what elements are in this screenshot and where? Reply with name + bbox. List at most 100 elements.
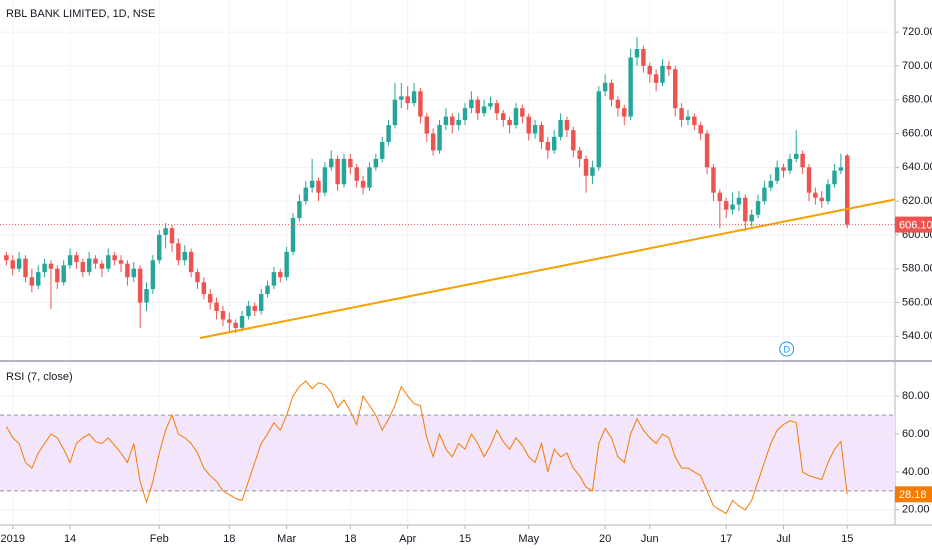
candle-body <box>723 201 729 210</box>
candle-body <box>717 192 723 202</box>
candle-body <box>634 49 640 58</box>
candle-body <box>825 184 831 202</box>
candle-body <box>424 116 430 134</box>
candle-body <box>188 251 194 273</box>
candle-body <box>730 204 735 210</box>
candle-body <box>768 180 774 188</box>
last-price-tag <box>895 216 932 233</box>
candle-body <box>501 113 506 120</box>
x-tick-label: May <box>518 533 539 545</box>
candle-body <box>329 158 334 168</box>
x-tick-label: Feb <box>150 533 169 545</box>
candle-body <box>411 91 417 104</box>
candle-body <box>647 65 652 75</box>
candle-body <box>813 192 818 198</box>
x-tick-label: Jun <box>641 533 659 545</box>
candle-body <box>35 272 41 286</box>
candle-body <box>450 116 455 126</box>
y-tick-label: 620.00 <box>902 195 932 207</box>
event-marker <box>779 341 795 357</box>
candle-body <box>711 167 716 193</box>
candle-body <box>182 251 187 261</box>
candle-body <box>532 125 538 134</box>
candle-body <box>335 158 340 185</box>
candle-body <box>137 268 143 303</box>
candle-body <box>379 141 385 159</box>
x-tick-label: 15 <box>459 533 471 545</box>
candle-body <box>227 319 232 323</box>
candle-body <box>418 91 423 117</box>
x-tick-label: Apr <box>399 533 416 545</box>
candle-body <box>290 218 296 252</box>
candle-body <box>558 120 563 137</box>
candle-body <box>679 108 684 120</box>
x-tick-label: 2019 <box>0 533 24 545</box>
candle-body <box>239 316 245 328</box>
candle-body <box>545 141 551 151</box>
candle-body <box>641 49 646 66</box>
candle-body <box>278 272 283 278</box>
rsi-line <box>5 380 848 515</box>
candle-body <box>80 261 86 273</box>
candle-body <box>214 302 219 311</box>
candle-body <box>787 158 793 171</box>
candle-body <box>386 125 391 142</box>
candle-body <box>195 272 200 283</box>
candle-body <box>125 263 130 278</box>
candle-body <box>488 103 493 107</box>
candle-body <box>316 180 321 193</box>
candle-body <box>660 65 665 83</box>
event-label: D <box>783 344 790 354</box>
candle-body <box>577 150 582 159</box>
x-tick-label: 14 <box>64 533 76 545</box>
candle-body <box>692 116 697 126</box>
candle-body <box>246 305 251 317</box>
candle-body <box>399 96 404 100</box>
candle-body <box>176 243 181 261</box>
candle-body <box>67 255 73 266</box>
candle-body <box>844 155 850 225</box>
candle-body <box>220 310 226 320</box>
candle-body <box>367 167 372 188</box>
candle-body <box>475 99 480 114</box>
candle-body <box>392 99 398 126</box>
candle-body <box>736 197 742 205</box>
candle-body <box>539 125 544 142</box>
candle-body <box>354 167 359 181</box>
candle-body <box>526 116 531 134</box>
candle-body <box>112 255 117 261</box>
candle-body <box>609 82 614 100</box>
y-tick-label: 720.00 <box>902 26 932 38</box>
candle-body <box>571 130 576 151</box>
y-tick-label: 660.00 <box>902 127 932 139</box>
candle-body <box>309 180 315 188</box>
candle-body <box>755 201 761 215</box>
y-tick-label: 580.00 <box>902 263 932 275</box>
candle-body <box>55 268 60 283</box>
candle-body <box>704 133 710 168</box>
candle-body <box>16 258 22 269</box>
candle-body <box>163 228 168 235</box>
y-tick-label: 60.00 <box>902 428 930 440</box>
rsi-title: RSI (7, close) <box>6 371 73 383</box>
candle-body <box>405 96 410 104</box>
candle-body <box>303 187 308 202</box>
candle-body <box>297 201 302 219</box>
candle-body <box>23 258 28 278</box>
y-tick-label: 40.00 <box>902 466 930 478</box>
y-tick-label: 20.00 <box>902 504 930 516</box>
candle-body <box>86 258 92 273</box>
x-tick-label: 15 <box>841 533 853 545</box>
candle-body <box>520 108 525 117</box>
candle-body <box>131 268 137 278</box>
candle-body <box>157 234 162 261</box>
candle-body <box>42 263 47 273</box>
candle-body <box>551 136 557 151</box>
y-tick-label: 540.00 <box>902 330 932 342</box>
candle-body <box>666 65 672 70</box>
candle-body <box>341 158 347 185</box>
candle-body <box>469 99 474 109</box>
candle-body <box>832 170 837 185</box>
candle-body <box>284 251 289 278</box>
